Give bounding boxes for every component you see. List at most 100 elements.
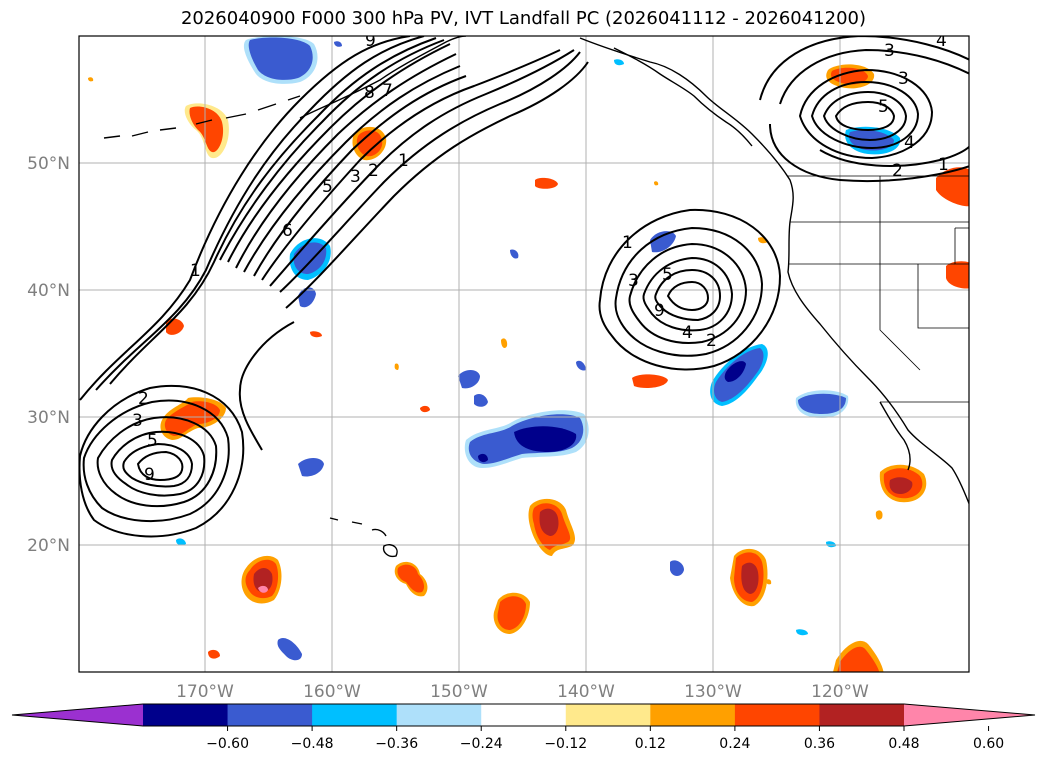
map-title: 2026040900 F000 300 hPa PV, IVT Landfall…: [180, 8, 867, 29]
contour-label: 1: [398, 151, 409, 171]
graticule: [79, 36, 969, 672]
pv-anomaly-blob: [493, 592, 530, 634]
alaska-panhandle: [613, 47, 753, 147]
coastlines: [103, 36, 969, 558]
lon-label-150w: 150°W: [430, 682, 488, 702]
ivt-contours: [79, 36, 969, 538]
contour-label: 2: [892, 161, 903, 181]
lon-label-130w: 130°W: [684, 682, 742, 702]
map-frame: [78, 35, 970, 673]
lon-label-140w: 140°W: [557, 682, 615, 702]
pv-anomaly-blob: [833, 640, 884, 672]
pv-anomaly-blob: [352, 126, 387, 161]
colorbar-segment: [565, 704, 651, 726]
colorbar-tick-label: −0.60: [206, 736, 249, 752]
pv-anomaly-blob: [277, 637, 302, 661]
lon-label-160w: 160°W: [303, 682, 361, 702]
colorbar-tick-label: 0.12: [635, 736, 666, 752]
colorbar-tick-label: 0.36: [804, 736, 835, 752]
contour-label: 5: [662, 265, 673, 285]
contour-label: 8: [364, 83, 375, 103]
pv-anomaly-blob: [298, 458, 324, 477]
lon-label-170w: 170°W: [176, 682, 234, 702]
contour-label: 9: [654, 301, 665, 321]
montana-border: [954, 227, 969, 265]
map-plot-area[interactable]: 9 8 7 6 5 3 2 1 1 2 3 5 9 1 3 5 9 4 2 3 …: [79, 31, 972, 676]
latitude-labels: 50°N 40°N 30°N 20°N: [27, 154, 70, 556]
lat-label-20n: 20°N: [27, 536, 70, 556]
colorbar-tick-label: 0.60: [973, 736, 1004, 752]
nevada-utah-border: [917, 264, 969, 329]
colorbar-tick-label: −0.12: [544, 736, 587, 752]
colorbar-tick-label: −0.36: [375, 736, 418, 752]
colorbar-tick-label: 0.24: [719, 736, 750, 752]
pv-anomaly-blob: [535, 177, 558, 189]
pv-negative-anomalies: [176, 36, 901, 661]
pv-anomaly-blob: [394, 561, 428, 597]
baja-coastline: [879, 401, 911, 471]
colorbar-tick-label: −0.24: [460, 736, 503, 752]
colorbar-tick-label: 0.48: [888, 736, 919, 752]
contour-label: 9: [365, 31, 376, 51]
colorbar-segment: [143, 704, 229, 726]
central-contour-system: [598, 208, 782, 371]
pv-anomaly-blob: [458, 370, 488, 407]
contour-label: 3: [898, 69, 909, 89]
contour-label: 1: [938, 155, 949, 175]
pv-anomaly-blob: [243, 36, 318, 84]
colorbar-segment: [734, 704, 820, 726]
pv-anomaly-blob: [710, 344, 768, 406]
hawaii-islands: [329, 517, 398, 558]
lat-label-50n: 50°N: [27, 154, 70, 174]
colorbar-outline: [11, 703, 1036, 727]
contour-label: 4: [936, 31, 947, 51]
contour-label: 1: [622, 233, 633, 253]
southwest-contour-system: [79, 384, 245, 538]
contour-labels: 9 8 7 6 5 3 2 1 1 2 3 5 9 1 3 5 9 4 2 3 …: [132, 31, 949, 485]
pv-anomaly-blob: [946, 261, 969, 289]
colorbar-extend-max: [904, 704, 1035, 726]
colorbar-segment: [481, 704, 567, 726]
contour-label: 1: [190, 261, 201, 281]
pv-anomaly-blob: [632, 374, 668, 388]
contour-label: 3: [884, 41, 895, 61]
colorbar-segment: [312, 704, 398, 726]
contour-label: 3: [628, 271, 639, 291]
colorbar-tick-label: −0.48: [291, 736, 334, 752]
contour-label: 4: [682, 323, 693, 343]
contour-label: 5: [878, 97, 889, 117]
contour-label: 9: [144, 465, 155, 485]
contour-label: 7: [382, 81, 393, 101]
lat-label-40n: 40°N: [27, 281, 70, 301]
pv-anomaly-blob: [528, 498, 576, 556]
aleutian-islands: [103, 95, 301, 139]
contour-label: 2: [368, 161, 379, 181]
california-nevada-border: [879, 264, 921, 371]
pv-anomaly-small: [176, 41, 836, 636]
contour-label: 4: [904, 133, 915, 153]
longitude-labels: 170°W 160°W 150°W 140°W 130°W 120°W: [176, 682, 869, 702]
colorbar-segment: [227, 704, 313, 726]
colorbar-segment: [650, 704, 736, 726]
colorbar-extend-min: [12, 704, 143, 726]
pv-anomaly-blob: [879, 464, 927, 503]
pv-anomaly-blob: [650, 231, 676, 253]
contour-label: 6: [282, 221, 293, 241]
lon-label-120w: 120°W: [811, 682, 869, 702]
pv-anomaly-blob: [184, 103, 229, 159]
pv-anomaly-blob: [795, 390, 849, 418]
contour-label: 3: [132, 411, 143, 431]
pv-anomaly-blob: [936, 167, 969, 207]
contour-label: 5: [322, 177, 333, 197]
contour-label: 3: [350, 167, 361, 187]
contour-label: 2: [706, 331, 717, 351]
pv-anomaly-blob: [241, 555, 282, 604]
contour-label: 5: [147, 431, 158, 451]
north-america-coastline: [579, 37, 969, 506]
colorbar-segment: [396, 704, 482, 726]
contour-label: 2: [138, 389, 149, 409]
colorbar: −0.60 −0.48 −0.36 −0.24 −0.12 0.12 0.24 0.36 0.4…: [11, 703, 1036, 752]
pv-anomaly-blob: [730, 548, 768, 607]
colorbar-segment: [819, 704, 905, 726]
